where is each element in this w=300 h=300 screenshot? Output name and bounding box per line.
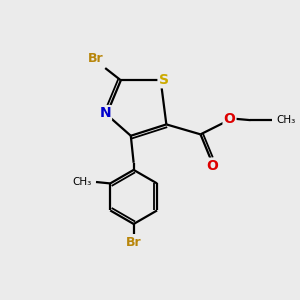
Text: CH₃: CH₃: [277, 115, 296, 125]
Text: S: S: [158, 73, 169, 87]
Text: Br: Br: [126, 236, 142, 249]
Text: Br: Br: [87, 52, 103, 65]
Text: O: O: [224, 112, 236, 126]
Text: CH₃: CH₃: [73, 177, 92, 187]
Text: N: N: [99, 106, 111, 120]
Text: O: O: [206, 159, 218, 172]
